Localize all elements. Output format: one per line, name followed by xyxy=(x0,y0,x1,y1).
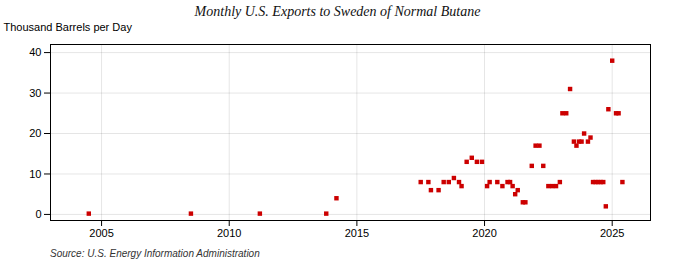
svg-text:10: 10 xyxy=(29,167,41,179)
svg-text:0: 0 xyxy=(35,208,41,220)
svg-text:20: 20 xyxy=(29,127,41,139)
svg-text:30: 30 xyxy=(29,87,41,99)
svg-text:2020: 2020 xyxy=(472,227,496,239)
svg-text:2005: 2005 xyxy=(89,227,113,239)
svg-text:2010: 2010 xyxy=(217,227,241,239)
html-text:Monthly U.S. Exports to Sweden: Monthly U.S. Exports to Sweden of Normal… xyxy=(194,4,481,19)
svg-text:40: 40 xyxy=(29,46,41,58)
html-text:Source: U.S. Energy Informatio: Source: U.S. Energy Information Administ… xyxy=(50,248,260,259)
svg-text:2015: 2015 xyxy=(345,227,369,239)
svg-text:2025: 2025 xyxy=(600,227,624,239)
svg-text:Thousand Barrels per Day: Thousand Barrels per Day xyxy=(4,21,133,33)
